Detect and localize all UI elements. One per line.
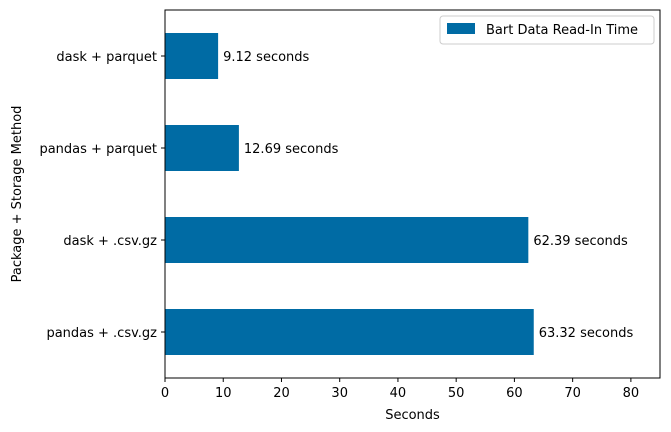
legend-series-name: Bart Data Read-In Time	[486, 23, 638, 38]
bar-0	[165, 33, 219, 79]
bar-1	[165, 125, 239, 171]
bar-data-label-3: 63.32 seconds	[539, 326, 634, 341]
bar-data-label-2: 62.39 seconds	[533, 234, 628, 249]
y-tick-label-1: pandas + parquet	[39, 142, 157, 157]
plot-frame	[164, 9, 661, 379]
x-axis-ticks: 0 10 20 30 40 50 60 70 80	[161, 378, 639, 401]
x-tick-label-0: 0	[161, 386, 169, 401]
x-tick-label-7: 70	[564, 386, 581, 401]
x-tick-label-4: 40	[390, 386, 407, 401]
y-tick-label-3: pandas + .csv.gz	[46, 326, 157, 341]
bars-group	[165, 33, 534, 355]
bar-2	[165, 217, 529, 263]
x-axis-label: Seconds	[385, 408, 440, 423]
bar-3	[165, 309, 534, 355]
y-tick-label-0: dask + parquet	[56, 50, 157, 65]
y-axis-label: Package + Storage Method	[10, 106, 25, 283]
y-tick-label-2: dask + .csv.gz	[63, 234, 157, 249]
x-tick-label-3: 30	[331, 386, 348, 401]
x-tick-label-2: 20	[273, 386, 290, 401]
bar-data-label-1: 12.69 seconds	[244, 142, 339, 157]
x-tick-label-6: 60	[506, 386, 523, 401]
legend-swatch	[447, 23, 475, 34]
x-tick-label-1: 10	[215, 386, 232, 401]
x-tick-label-8: 80	[623, 386, 640, 401]
legend-box	[439, 15, 655, 45]
y-axis-ticks: dask + parquet pandas + parquet dask + .cs…	[39, 50, 165, 341]
legend: Bart Data Read-In Time	[439, 15, 655, 45]
bar-data-label-0: 9.12 seconds	[223, 50, 309, 65]
x-tick-label-5: 50	[448, 386, 465, 401]
bar-labels-group: 9.12 seconds 12.69 seconds 62.39 seconds 63…	[223, 50, 633, 341]
